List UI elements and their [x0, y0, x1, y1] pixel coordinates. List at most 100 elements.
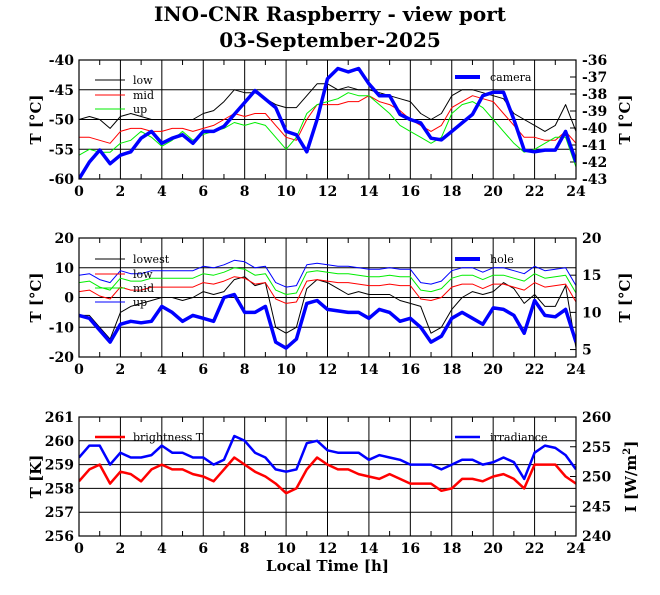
x-tick-label: 20	[483, 541, 503, 557]
series-line-up	[79, 259, 576, 288]
y-right-tick-label: -39	[582, 104, 607, 120]
x-tick-label: 22	[525, 184, 544, 200]
x-axis-label: Local Time [h]	[266, 557, 389, 575]
y-right-tick-label: 245	[582, 499, 611, 515]
y-tick-label: -40	[49, 53, 75, 69]
y-right-axis-label: I [W/m2]	[622, 441, 640, 513]
x-tick-label: 24	[566, 541, 586, 557]
y-tick-label: 260	[45, 434, 74, 450]
panel-1: 0 2 4 6 8 10 12 14 16 18 20 22 24-60-55-50-45-40-43-…	[27, 53, 634, 200]
x-tick-label: 2	[116, 184, 126, 200]
y-tick-label: -60	[49, 172, 75, 188]
x-tick-label: 8	[240, 362, 250, 378]
legend-label-low: low	[133, 268, 153, 281]
legend-label-up: up	[133, 296, 147, 309]
y-right-axis-label: T [°C]	[616, 272, 634, 322]
panel-2: 0 2 4 6 8 10 12 14 16 18 20 22 24-20-10010205101520l…	[27, 231, 634, 378]
series-line-irradiance	[79, 434, 576, 481]
x-tick-label: 24	[566, 362, 586, 378]
chart-title: INO-CNR Raspberry - view port	[154, 2, 507, 26]
y-tick-label: -45	[49, 83, 74, 99]
x-tick-label: 4	[157, 184, 167, 200]
y-right-tick-label: 15	[582, 268, 601, 284]
y-right-tick-label: -37	[582, 70, 607, 86]
series-line-mid	[79, 95, 576, 144]
y-right-tick-label: 240	[582, 529, 611, 545]
x-tick-label: 24	[566, 184, 586, 200]
y-tick-label: 0	[64, 291, 74, 307]
y-right-axis-label-base: I [W/m	[622, 455, 640, 513]
chart-date: 03-September-2025	[219, 28, 441, 52]
y-tick-label: -10	[49, 320, 75, 336]
y-right-tick-label: -41	[582, 138, 607, 154]
y-tick-label: -55	[49, 142, 74, 158]
legend-label-up: up	[133, 103, 147, 116]
y-tick-label: 10	[55, 261, 75, 277]
y-tick-label: 257	[45, 505, 74, 521]
x-tick-label: 6	[198, 541, 208, 557]
y-right-axis-label-sup: 2	[622, 448, 633, 455]
legend-label-mid: mid	[133, 89, 154, 102]
y-right-tick-label: 5	[582, 343, 592, 359]
series-line-brightness-T	[79, 456, 576, 495]
panel-3: 0 2 4 6 8 10 12 14 16 18 20 22 242562572582592602612…	[27, 410, 640, 575]
x-tick-label: 0	[74, 362, 84, 378]
y-tick-label: 261	[45, 410, 74, 426]
y-right-tick-label: 20	[582, 231, 602, 247]
y-right-tick-label: 250	[582, 470, 611, 486]
plot-frame	[78, 416, 577, 537]
x-tick-label: 12	[318, 362, 337, 378]
x-tick-label: 22	[525, 362, 544, 378]
series-line-mid	[79, 267, 576, 295]
y-right-tick-label: 255	[582, 440, 611, 456]
x-tick-label: 14	[359, 184, 379, 200]
y-right-tick-label: -40	[582, 121, 608, 137]
legend-label-brightness-T: brightness T	[133, 431, 204, 444]
y-right-axis-label-end: ]	[622, 441, 640, 448]
x-tick-label: 20	[483, 184, 503, 200]
y-right-axis-label: T [°C]	[616, 94, 634, 144]
x-tick-label: 22	[525, 541, 544, 557]
x-tick-label: 8	[240, 184, 250, 200]
x-tick-label: 16	[401, 541, 420, 557]
x-tick-label: 2	[116, 362, 126, 378]
series-line-up	[79, 92, 576, 168]
y-axis-label: T [K]	[27, 455, 45, 499]
legend-label-mid: mid	[133, 282, 154, 295]
x-tick-label: 18	[442, 541, 461, 557]
y-tick-label: -50	[49, 113, 75, 129]
x-tick-label: 12	[318, 541, 337, 557]
legend-label-hole: hole	[490, 253, 514, 266]
legend-label-low: low	[133, 74, 153, 87]
y-axis-label: T [°C]	[27, 94, 45, 144]
x-tick-label: 18	[442, 184, 461, 200]
series-line-camera	[79, 66, 576, 179]
y-right-tick-label: -42	[582, 155, 607, 171]
y-right-tick-label: -36	[582, 53, 607, 69]
x-tick-label: 18	[442, 362, 461, 378]
x-tick-label: 10	[276, 184, 296, 200]
x-tick-label: 16	[401, 184, 420, 200]
y-axis-label: T [°C]	[27, 272, 45, 322]
x-tick-label: 16	[401, 362, 420, 378]
x-tick-label: 20	[483, 362, 503, 378]
x-tick-label: 10	[276, 541, 296, 557]
y-right-tick-label: 260	[582, 410, 611, 426]
y-tick-label: -20	[49, 350, 75, 366]
series-line-hole	[79, 292, 576, 350]
y-tick-label: 258	[45, 481, 74, 497]
x-tick-label: 6	[198, 184, 208, 200]
x-tick-label: 0	[74, 541, 84, 557]
x-tick-label: 12	[318, 184, 337, 200]
y-tick-label: 256	[45, 529, 74, 545]
legend-label-camera: camera	[490, 71, 532, 84]
x-tick-label: 0	[74, 184, 84, 200]
x-tick-label: 4	[157, 362, 167, 378]
x-tick-label: 14	[359, 362, 379, 378]
series-line-lowest	[79, 276, 576, 349]
x-tick-label: 2	[116, 541, 126, 557]
series-line-low	[79, 276, 576, 304]
y-right-tick-label: -43	[582, 172, 607, 188]
